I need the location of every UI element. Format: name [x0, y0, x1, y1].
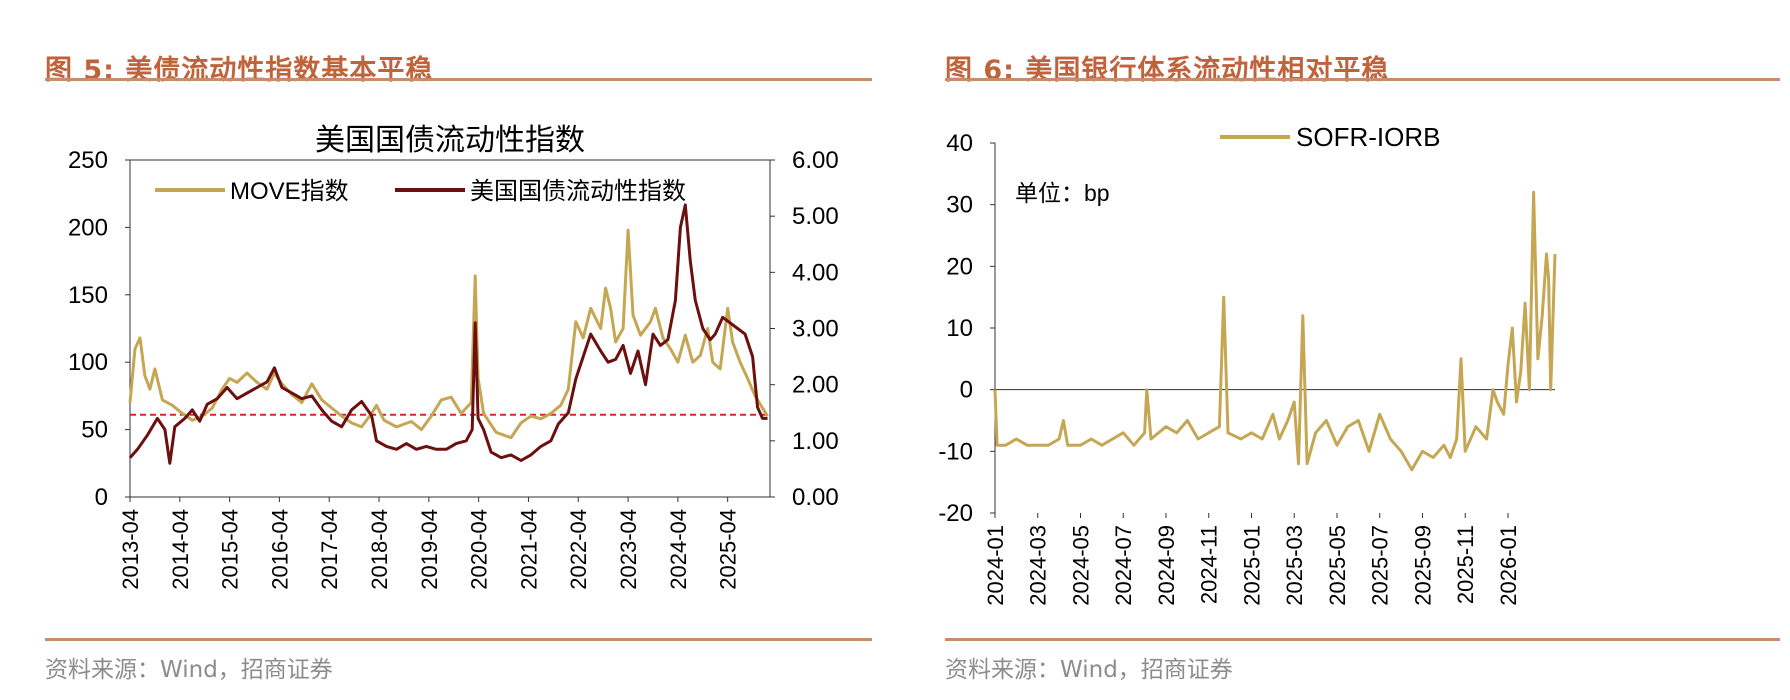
x-tick-label: 2025-01 — [1239, 525, 1264, 606]
x-tick-label: 2015-04 — [218, 509, 243, 590]
chart-title: 美国国债流动性指数 — [315, 124, 585, 157]
x-tick-label: 2013-04 — [118, 509, 143, 590]
x-tick-label: 2024-11 — [1197, 525, 1222, 604]
y-right-tick-label: 5.00 — [792, 203, 839, 230]
x-tick-label: 2026-01 — [1496, 525, 1521, 606]
source-note: 资料来源：Wind，招商证券 — [945, 657, 1233, 683]
y-right-tick-label: 4.00 — [792, 259, 839, 286]
y-tick-label: -10 — [938, 438, 973, 465]
y-right-tick-label: 3.00 — [792, 316, 839, 343]
y-tick-label: 10 — [946, 315, 973, 342]
legend-label-liquidity: 美国国债流动性指数 — [470, 178, 686, 205]
source-rule — [45, 638, 872, 641]
y-left-tick-label: 200 — [68, 214, 108, 241]
source-note: 资料来源：Wind，招商证券 — [45, 657, 333, 683]
y-left-tick-label: 250 — [68, 147, 108, 174]
source-rule — [945, 638, 1780, 641]
x-tick-label: 2025-09 — [1410, 525, 1435, 606]
title-rule — [945, 78, 1780, 81]
move-liquidity-chart: 0 50 100 150 200 250 0.00 1.00 2.00 3.00 4.00 5.00 6… — [68, 124, 839, 590]
y-left-tick-label: 150 — [68, 282, 108, 309]
legend-label-move: MOVE指数 — [230, 178, 349, 205]
y-left-tick-label: 0 — [95, 484, 108, 511]
x-tick-label: 2024-04 — [666, 509, 691, 590]
y-tick-label: 30 — [946, 192, 973, 219]
y-tick-label: 40 — [946, 130, 973, 157]
x-tick-label: 2022-04 — [566, 509, 591, 590]
x-tick-label: 2024-03 — [1026, 525, 1051, 606]
x-tick-label: 2018-04 — [367, 509, 392, 590]
x-tick-label: 2025-07 — [1368, 525, 1393, 606]
x-tick-label: 2025-03 — [1282, 525, 1307, 606]
y-right-tick-label: 2.00 — [792, 372, 839, 399]
left-figure: 图 5: 美债流动性指数基本平稳 0 50 100 150 200 250 0.00 1.00… — [0, 0, 890, 700]
title-rule — [45, 78, 872, 81]
y-right-tick-label: 6.00 — [792, 147, 839, 174]
x-tick-label: 2024-07 — [1111, 525, 1136, 606]
x-tick-label: 2024-05 — [1068, 525, 1093, 606]
y-tick-label: 0 — [960, 377, 973, 404]
legend-label-sofr-iorb: SOFR-IORB — [1296, 122, 1440, 152]
x-tick-label: 2019-04 — [417, 509, 442, 590]
x-tick-label: 2023-04 — [616, 509, 641, 590]
x-tick-label: 2024-09 — [1154, 525, 1179, 606]
unit-annotation: 单位：bp — [1015, 180, 1110, 206]
x-tick-label: 2014-04 — [168, 509, 193, 590]
x-tick-label: 2024-01 — [983, 525, 1008, 606]
series-line-move — [128, 228, 769, 440]
y-right-tick-label: 1.00 — [792, 428, 839, 455]
y-tick-label: 20 — [946, 253, 973, 280]
x-tick-label: 2020-04 — [467, 509, 492, 590]
y-left-tick-label: 100 — [68, 349, 108, 376]
sofr-iorb-chart: 40 30 20 10 0 -10 -20 2024-01 2024-03 2024-05 2024… — [938, 122, 1557, 606]
x-tick-label: 2025-04 — [716, 509, 741, 590]
y-right-tick-label: 0.00 — [792, 484, 839, 511]
y-tick-label: -20 — [938, 500, 973, 527]
series-line-sofr-iorb — [993, 190, 1557, 472]
x-tick-label: 2025-11 — [1453, 525, 1478, 604]
x-tick-label: 2016-04 — [267, 509, 292, 590]
x-tick-label: 2025-05 — [1325, 525, 1350, 606]
series-line-liquidity — [128, 203, 768, 465]
x-tick-label: 2021-04 — [516, 509, 541, 590]
y-left-tick-label: 50 — [81, 417, 108, 444]
x-tick-label: 2017-04 — [317, 509, 342, 590]
right-figure: 图 6: 美国银行体系流动性相对平稳 40 30 20 10 0 -10 -20 2024-0… — [900, 0, 1790, 700]
